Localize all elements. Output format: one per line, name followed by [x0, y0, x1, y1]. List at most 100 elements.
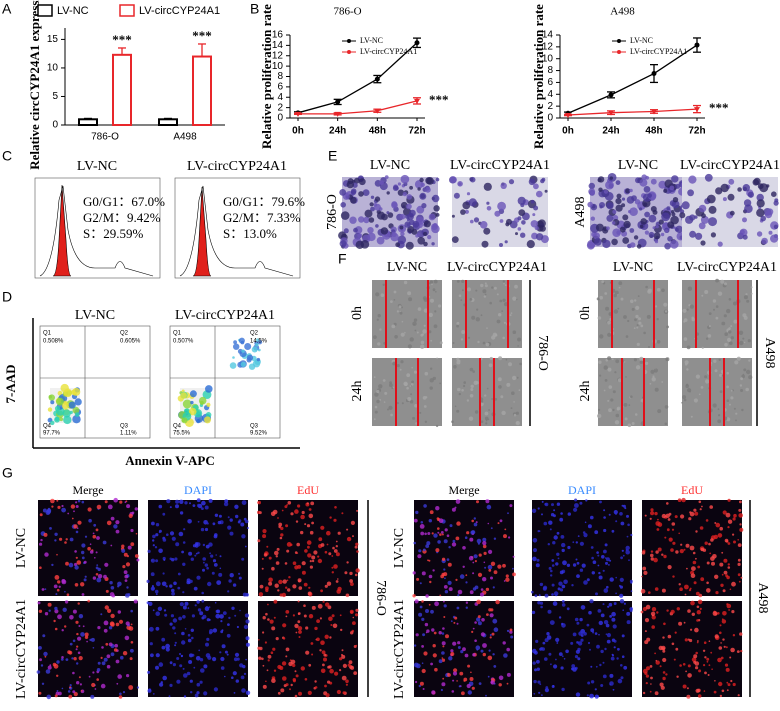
cell	[176, 657, 180, 660]
cell	[675, 227, 679, 232]
cell	[557, 557, 560, 560]
cell	[533, 205, 539, 211]
cell	[122, 565, 126, 569]
cell	[429, 510, 434, 515]
error-bar	[198, 43, 206, 57]
cell	[560, 512, 563, 515]
cell	[72, 387, 81, 396]
cell	[606, 202, 614, 210]
cell	[207, 581, 212, 587]
cell	[75, 505, 79, 508]
cell	[594, 632, 598, 635]
cell	[740, 576, 743, 579]
cell	[155, 611, 160, 616]
cell	[347, 663, 351, 667]
cell	[704, 290, 709, 294]
cell	[416, 331, 419, 334]
cell	[646, 314, 651, 319]
cell	[147, 688, 152, 693]
column-label: Merge	[448, 483, 479, 497]
cell	[708, 664, 711, 667]
cell	[688, 517, 692, 521]
quadrant-label: 0.507%	[173, 339, 194, 345]
cell	[421, 617, 425, 622]
cell	[419, 582, 422, 585]
cell	[441, 632, 445, 635]
cell	[725, 667, 730, 672]
quadrant-label: 9.52%	[250, 431, 268, 437]
quadrant-label: Q4	[43, 424, 52, 430]
cell	[453, 365, 457, 369]
texture	[39, 497, 140, 598]
cell	[63, 625, 67, 628]
cell	[425, 609, 429, 613]
cell	[485, 499, 490, 504]
image	[682, 280, 752, 348]
cell	[88, 518, 92, 523]
cell	[615, 180, 621, 186]
cell	[325, 693, 330, 698]
x-tick-label: 24h	[329, 126, 346, 137]
cell	[84, 632, 89, 637]
cell	[625, 545, 630, 551]
cell	[113, 497, 118, 503]
cell	[590, 665, 593, 668]
cell	[57, 614, 62, 620]
cell	[454, 405, 457, 408]
cell	[731, 581, 736, 587]
cell	[182, 399, 192, 409]
cell	[319, 617, 322, 620]
cell	[556, 531, 560, 535]
cell	[738, 580, 741, 583]
cell	[74, 583, 79, 587]
cell	[463, 381, 467, 384]
cell	[353, 227, 358, 233]
cell	[623, 665, 628, 670]
cell	[232, 583, 237, 587]
cell	[720, 279, 725, 284]
cell	[339, 189, 347, 196]
cell	[182, 615, 186, 619]
cell	[308, 513, 314, 519]
cell	[228, 616, 231, 620]
cell	[657, 409, 662, 414]
cell	[715, 305, 719, 308]
cell	[354, 177, 360, 184]
cell	[75, 530, 79, 534]
cell	[373, 376, 376, 378]
cell	[473, 217, 480, 223]
cell	[356, 550, 359, 553]
cell	[311, 605, 316, 610]
cell	[700, 240, 706, 246]
cell	[512, 555, 515, 558]
cell	[245, 636, 250, 641]
cell	[484, 411, 489, 416]
cell	[440, 688, 443, 692]
cell	[729, 341, 733, 346]
cell	[447, 673, 451, 677]
cell	[685, 543, 690, 548]
cell	[364, 209, 373, 218]
image	[532, 500, 632, 596]
cell	[97, 626, 101, 630]
cell	[480, 649, 484, 653]
cell	[661, 381, 664, 383]
cell	[90, 637, 95, 642]
cell	[725, 512, 731, 518]
cell	[38, 691, 42, 695]
cell	[67, 650, 71, 654]
cell	[726, 681, 729, 684]
cell	[566, 607, 570, 611]
legend-label: LV-circCYP24A1	[139, 5, 220, 17]
cell	[509, 628, 513, 632]
cell	[203, 664, 208, 669]
cell	[661, 513, 667, 519]
cell	[468, 555, 474, 561]
cell	[639, 356, 644, 362]
cell	[520, 232, 526, 238]
cell	[493, 570, 498, 575]
cell	[692, 551, 696, 555]
cell	[723, 558, 728, 563]
cell	[339, 657, 343, 661]
cell	[732, 517, 736, 521]
